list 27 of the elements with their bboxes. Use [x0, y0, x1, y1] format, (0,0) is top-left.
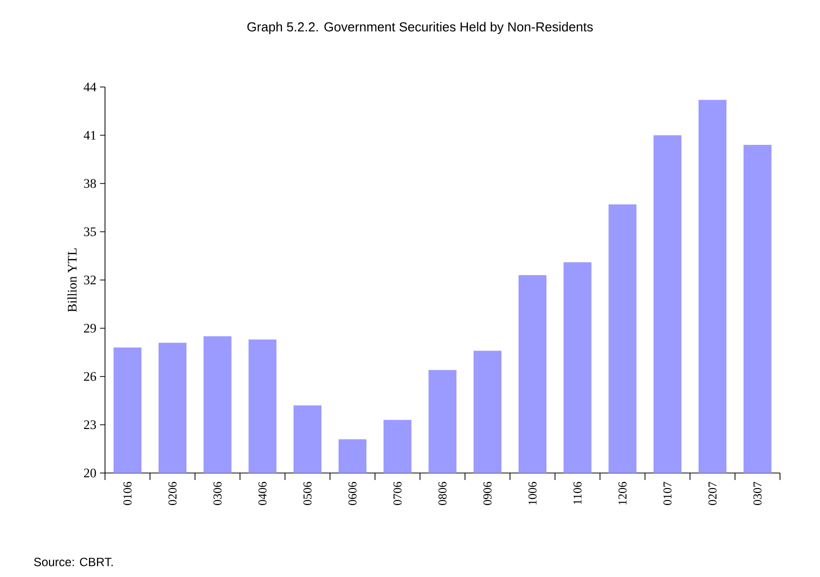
- y-tick-label: 26: [84, 372, 96, 381]
- y-tick-label: 35: [84, 227, 96, 236]
- x-tick-label: 0706: [393, 482, 402, 506]
- x-tick-label: 0506: [303, 482, 312, 506]
- x-tick-label: 1206: [618, 482, 627, 504]
- source-note: Source: CBRT.: [34, 558, 113, 566]
- x-tick-label: 0106: [123, 482, 132, 506]
- y-tick-label: 20: [84, 468, 96, 478]
- chart-title: Graph 5.2.2. Government Securities Held by Non-Residents: [247, 22, 593, 34]
- x-tick-label: 0307: [753, 482, 762, 506]
- x-tick-label: 0806: [438, 482, 447, 506]
- x-tick-label: 0906: [483, 482, 492, 506]
- x-tick-label: 0606: [348, 482, 357, 506]
- y-tick-label: 44: [84, 82, 96, 92]
- x-tick-label: 0107: [663, 482, 672, 506]
- y-tick-label: 32: [84, 276, 96, 284]
- x-tick-label: 0306: [213, 482, 222, 506]
- y-tick-label: 29: [84, 324, 96, 333]
- x-tick-label: 0206: [168, 482, 177, 506]
- y-tick-label: 41: [84, 130, 96, 140]
- x-tick-label: 0406: [258, 482, 267, 506]
- x-tick-label: 1006: [528, 482, 537, 504]
- y-tick-label: 23: [84, 420, 96, 430]
- y-tick-label: 38: [84, 179, 96, 188]
- x-tick-label: 1106: [573, 482, 582, 504]
- x-tick-label: 0207: [708, 482, 717, 506]
- y-axis-title: Billion YTL: [67, 248, 77, 312]
